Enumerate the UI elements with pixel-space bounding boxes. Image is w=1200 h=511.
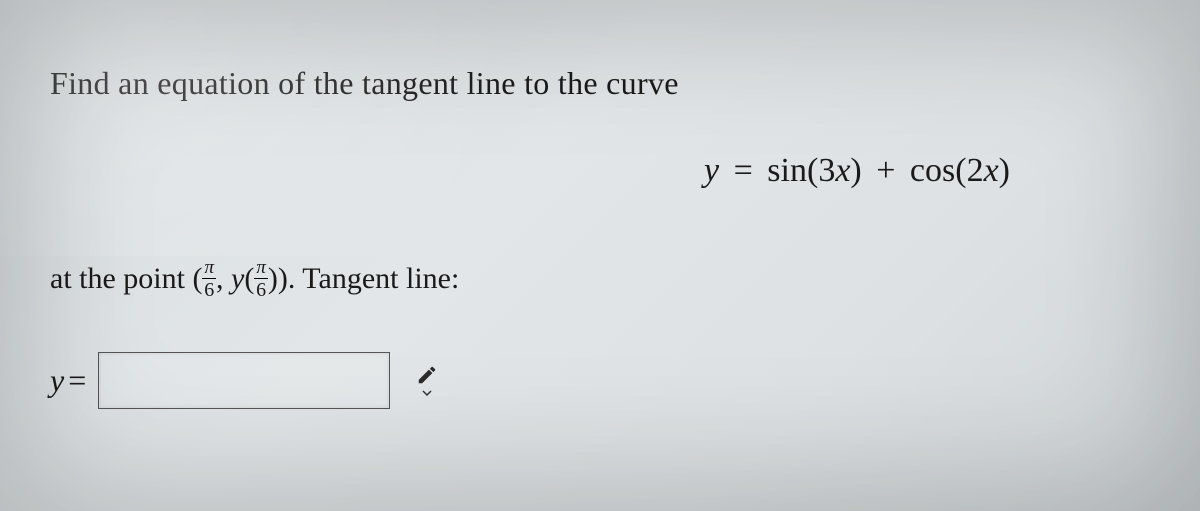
close-paren-2: ) bbox=[999, 152, 1010, 189]
equation-equals: = bbox=[728, 152, 759, 189]
question-container: Find an equation of the tangent line to … bbox=[0, 0, 1200, 449]
point-x-den: 6 bbox=[202, 279, 216, 300]
equation-editor-button[interactable] bbox=[416, 364, 438, 398]
plus-sign: + bbox=[870, 152, 901, 189]
open-paren-2: ( bbox=[955, 152, 966, 189]
cos-coef: 2 bbox=[967, 152, 984, 189]
answer-label: y= bbox=[50, 362, 86, 399]
point-y-arg-fraction: π6 bbox=[254, 258, 268, 300]
equation-lhs: y bbox=[704, 152, 719, 189]
problem-text-line1: Find an equation of the tangent line to … bbox=[50, 65, 1150, 102]
line2-comma: , bbox=[216, 262, 231, 295]
cos-var: x bbox=[984, 152, 999, 189]
answer-row: y= bbox=[50, 352, 1150, 409]
line2-pre: at the point ( bbox=[50, 262, 202, 295]
curve-equation: y = sin(3x) + cos(2x) bbox=[50, 152, 1150, 190]
sin-coef: 3 bbox=[818, 152, 835, 189]
line2-post: )). Tangent line: bbox=[268, 262, 459, 295]
answer-input[interactable] bbox=[98, 352, 390, 409]
chevron-down-icon bbox=[422, 388, 432, 398]
open-paren: ( bbox=[807, 152, 818, 189]
cos-fn: cos bbox=[910, 152, 955, 189]
answer-eq: = bbox=[64, 362, 86, 398]
point-x-num: π bbox=[202, 258, 216, 279]
close-paren: ) bbox=[850, 152, 861, 189]
sin-fn: sin bbox=[767, 152, 807, 189]
open-paren-3: ( bbox=[244, 262, 254, 295]
sin-var: x bbox=[835, 152, 850, 189]
point-y-arg-num: π bbox=[254, 258, 268, 279]
point-y-arg-den: 6 bbox=[254, 279, 268, 300]
point-x-fraction: π6 bbox=[202, 258, 216, 300]
answer-var: y bbox=[50, 362, 64, 398]
point-y-fn: y bbox=[231, 262, 244, 295]
pencil-icon bbox=[416, 364, 438, 386]
problem-text-line2: at the point (π6, y(π6)). Tangent line: bbox=[50, 260, 1150, 302]
